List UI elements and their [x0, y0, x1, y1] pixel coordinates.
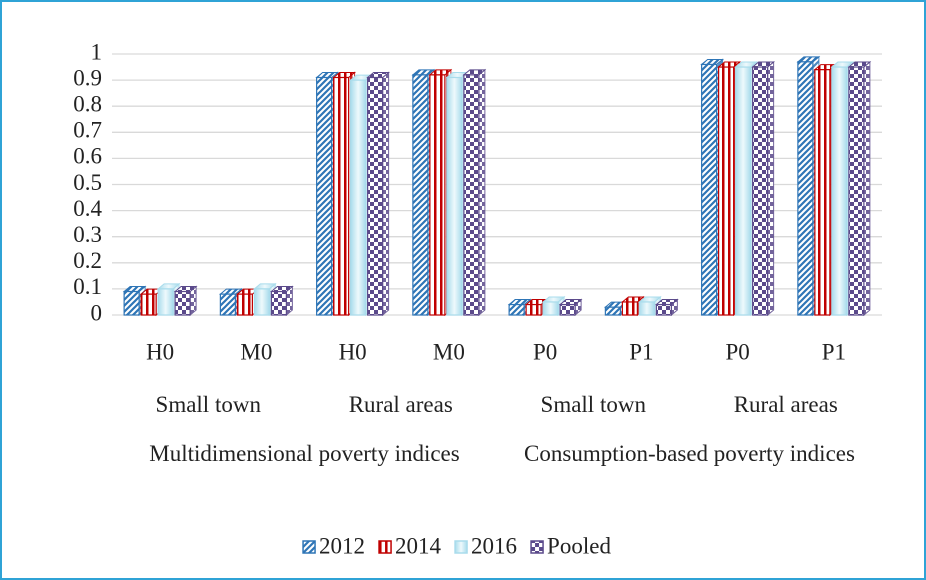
y-tick-label: 0.1 — [73, 274, 102, 299]
bar-side — [863, 60, 871, 317]
bar — [848, 66, 865, 316]
x-tick-label: P0 — [725, 339, 749, 364]
category-supergroup-label: Consumption-based poverty indices — [524, 441, 855, 466]
y-tick-label: 0.2 — [73, 248, 102, 273]
bar — [236, 293, 253, 316]
y-tick-label: 0.5 — [73, 170, 102, 195]
x-tick-label: M0 — [240, 339, 272, 364]
legend-swatch — [302, 540, 316, 554]
category-group-label: Rural areas — [733, 392, 838, 417]
bar — [621, 301, 638, 316]
bar — [508, 303, 525, 316]
bar — [831, 66, 848, 316]
category-group-label: Small town — [540, 392, 646, 417]
legend-swatch — [530, 540, 544, 554]
y-tick-label: 0.3 — [73, 222, 102, 247]
bar — [140, 293, 157, 316]
legend-swatch — [454, 540, 468, 554]
bar — [542, 301, 559, 316]
bar — [752, 66, 769, 316]
legend-item: 2012 — [302, 533, 365, 558]
legend-item: Pooled — [530, 533, 611, 558]
bar — [316, 76, 333, 316]
bar — [655, 303, 672, 316]
bar — [219, 293, 236, 316]
legend-label: Pooled — [547, 533, 611, 558]
bar — [797, 61, 814, 316]
legend-label: 2012 — [319, 533, 365, 558]
bar — [638, 301, 655, 316]
bar — [412, 74, 429, 316]
bar — [559, 303, 576, 316]
legend-item: 2016 — [454, 533, 517, 558]
y-tick-label: 0 — [91, 300, 103, 325]
x-tick-label: H0 — [339, 339, 367, 364]
bar — [446, 76, 463, 316]
bar — [350, 79, 367, 316]
legend-item: 2014 — [378, 533, 442, 558]
bar — [367, 76, 384, 316]
bar — [429, 74, 446, 316]
bar — [525, 303, 542, 316]
bar — [463, 74, 480, 316]
category-group-label: Small town — [155, 392, 261, 417]
bar — [270, 290, 287, 316]
legend-label: 2016 — [471, 533, 517, 558]
y-tick-label: 0.4 — [73, 196, 102, 221]
y-tick-label: 0.8 — [73, 91, 102, 116]
bar-side — [382, 71, 390, 317]
bar-side — [767, 60, 775, 317]
bar — [814, 69, 831, 316]
y-tick-label: 0.7 — [73, 118, 102, 143]
legend-label: 2014 — [395, 533, 442, 558]
x-tick-label: P1 — [822, 339, 846, 364]
bar — [333, 76, 350, 316]
y-tick-label: 0.6 — [73, 144, 102, 169]
bar — [157, 288, 174, 316]
bar — [701, 63, 718, 316]
y-tick-label: 0.9 — [73, 65, 102, 90]
x-tick-label: M0 — [433, 339, 465, 364]
y-tick-label: 1 — [91, 39, 103, 64]
bar — [718, 66, 735, 316]
x-tick-label: P0 — [533, 339, 557, 364]
bar — [123, 290, 140, 316]
category-supergroup-label: Multidimensional poverty indices — [149, 441, 460, 466]
bar-side — [478, 68, 486, 317]
x-tick-label: H0 — [146, 339, 174, 364]
legend-swatch — [378, 540, 392, 554]
x-tick-label: P1 — [629, 339, 653, 364]
bar — [735, 66, 752, 316]
bar — [174, 290, 191, 316]
bar — [604, 306, 621, 316]
bar — [253, 288, 270, 316]
category-group-label: Rural areas — [348, 392, 453, 417]
